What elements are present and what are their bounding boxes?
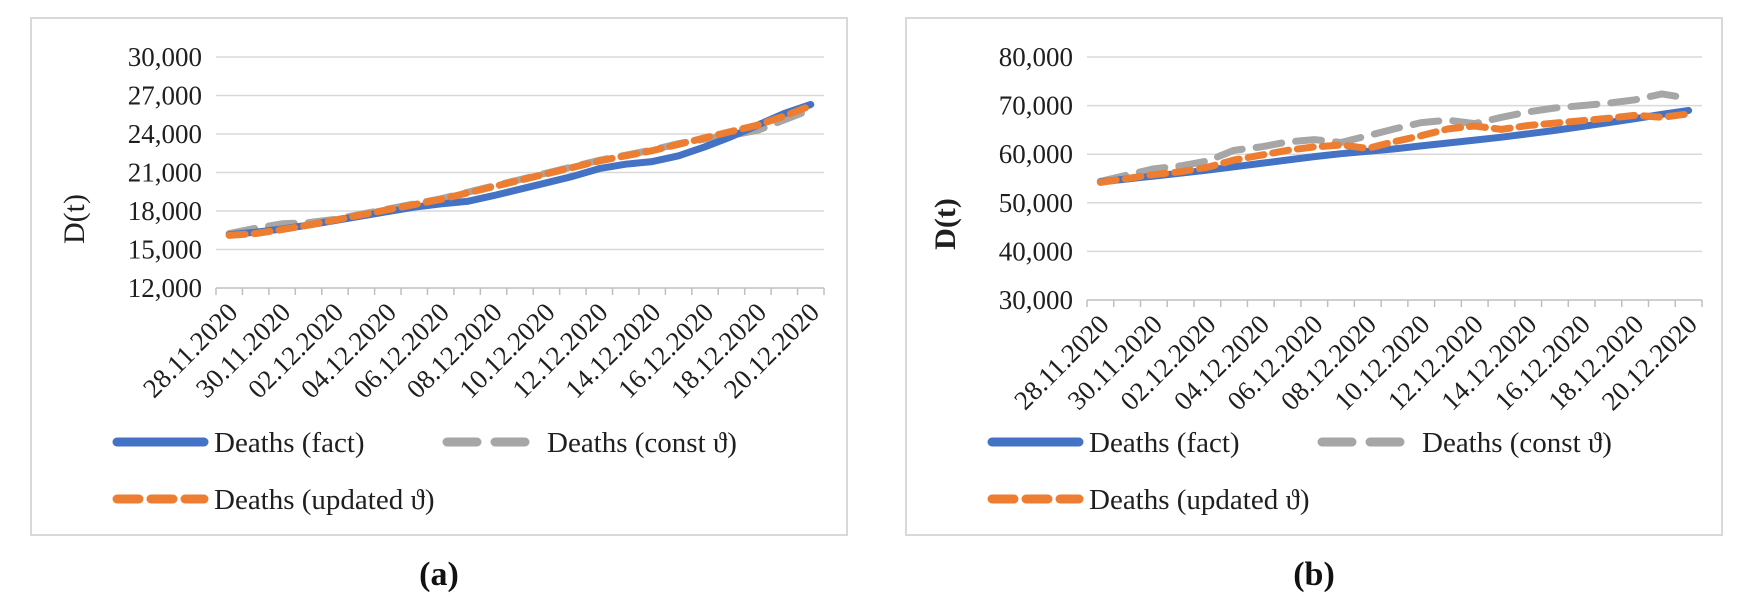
chart-panel-b: D(t) 30,000 40,000 50,000 60,000 70,000 80,00… bbox=[905, 17, 1723, 536]
y-tick-label: 27,000 bbox=[128, 81, 202, 111]
y-tick-label: 80,000 bbox=[999, 42, 1073, 72]
series-line-const-theta bbox=[225, 106, 815, 237]
y-tick-label: 18,000 bbox=[128, 196, 202, 226]
legend-label: Deaths (updated ϑ) bbox=[214, 484, 435, 516]
deaths-chart-b: D(t) 30,000 40,000 50,000 60,000 70,000 80,00… bbox=[929, 42, 1703, 516]
y-tick-label: 30,000 bbox=[999, 285, 1073, 315]
legend-label: Deaths (updated ϑ) bbox=[1089, 484, 1310, 516]
series-line-const-theta bbox=[1096, 90, 1693, 185]
y-tick-label: 70,000 bbox=[999, 91, 1073, 121]
y-axis-title: D(t) bbox=[58, 194, 91, 244]
chart-panel-a: D(t) 12,000 15,000 18,000 21,000 24,000 27,00… bbox=[30, 17, 848, 536]
y-axis-title: D(t) bbox=[929, 198, 962, 250]
legend-label: Deaths (const ϑ) bbox=[1422, 427, 1612, 459]
y-tick-label: 30,000 bbox=[128, 42, 202, 72]
y-tick-label: 15,000 bbox=[128, 235, 202, 265]
legend-label: Deaths (fact) bbox=[1089, 427, 1240, 459]
y-tick-label: 21,000 bbox=[128, 158, 202, 188]
series-line-fact bbox=[225, 101, 815, 239]
y-tick-label: 50,000 bbox=[999, 188, 1073, 218]
series-line-updated-theta bbox=[225, 102, 815, 239]
panel-caption-b: (b) bbox=[1293, 556, 1335, 593]
deaths-chart-a: D(t) 12,000 15,000 18,000 21,000 24,000 27,00… bbox=[58, 42, 825, 516]
y-tick-label: 60,000 bbox=[999, 139, 1073, 169]
legend-label: Deaths (const ϑ) bbox=[547, 427, 737, 459]
y-tick-label: 24,000 bbox=[128, 119, 202, 149]
legend-label: Deaths (fact) bbox=[214, 427, 365, 459]
series-line-updated-theta bbox=[1096, 110, 1693, 186]
panel-caption-a: (a) bbox=[419, 556, 459, 593]
y-tick-label: 12,000 bbox=[128, 273, 202, 303]
y-tick-label: 40,000 bbox=[999, 236, 1073, 266]
